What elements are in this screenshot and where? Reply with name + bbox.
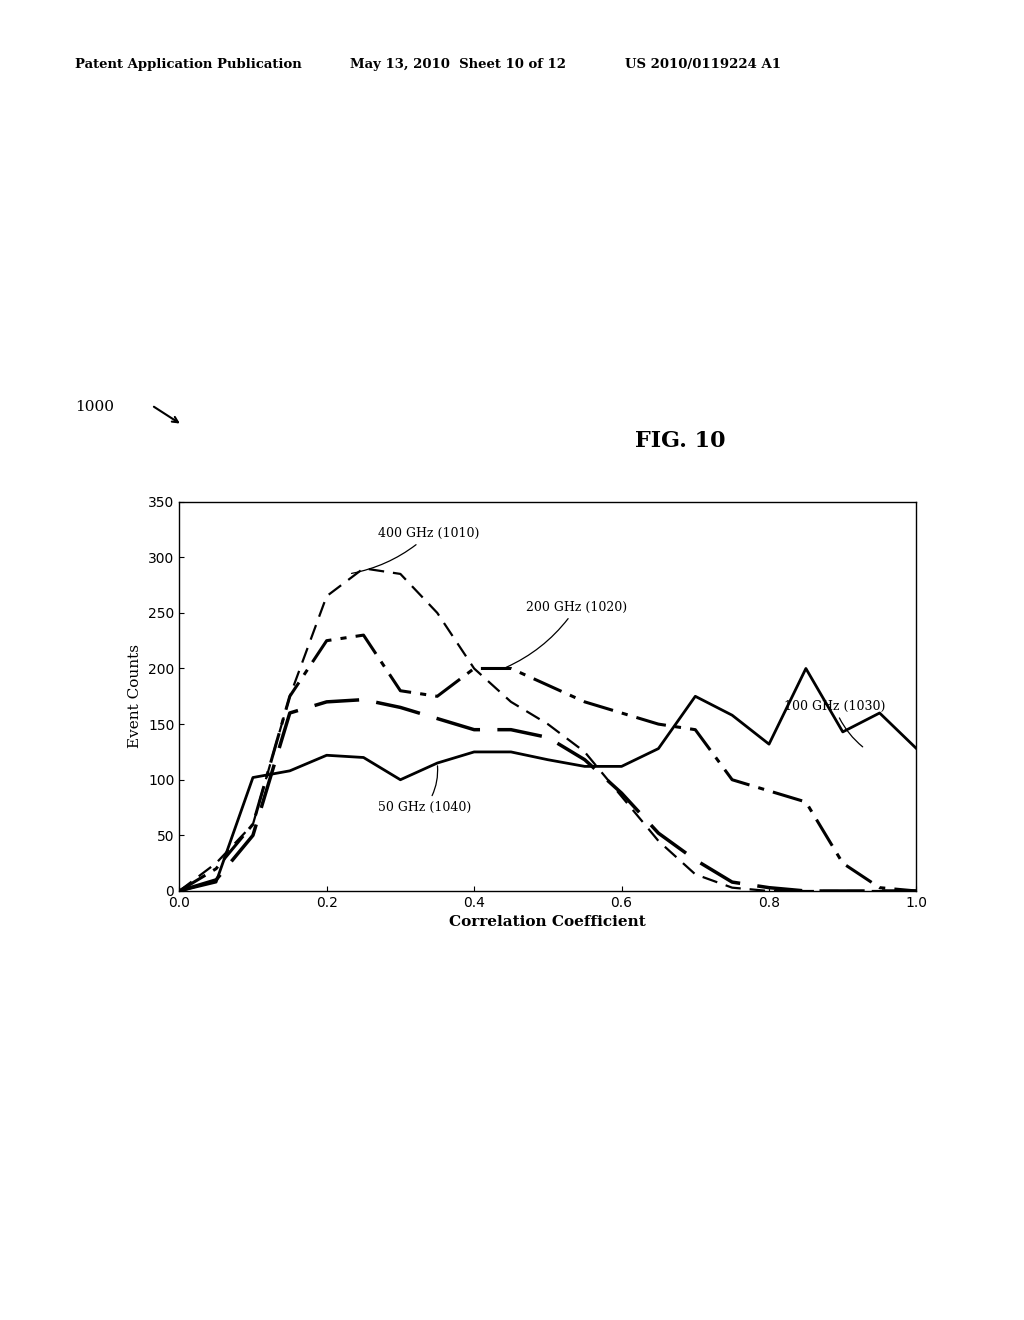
Text: May 13, 2010  Sheet 10 of 12: May 13, 2010 Sheet 10 of 12 bbox=[350, 58, 566, 71]
Text: US 2010/0119224 A1: US 2010/0119224 A1 bbox=[625, 58, 780, 71]
Text: FIG. 10: FIG. 10 bbox=[635, 430, 725, 453]
Y-axis label: Event Counts: Event Counts bbox=[128, 644, 142, 748]
Text: 400 GHz (1010): 400 GHz (1010) bbox=[351, 527, 479, 573]
Text: 100 GHz (1030): 100 GHz (1030) bbox=[783, 700, 885, 747]
Text: 1000: 1000 bbox=[75, 400, 114, 414]
X-axis label: Correlation Coefficient: Correlation Coefficient bbox=[450, 915, 646, 929]
Text: Patent Application Publication: Patent Application Publication bbox=[75, 58, 301, 71]
Text: 200 GHz (1020): 200 GHz (1020) bbox=[506, 601, 627, 668]
Text: 50 GHz (1040): 50 GHz (1040) bbox=[378, 766, 471, 814]
